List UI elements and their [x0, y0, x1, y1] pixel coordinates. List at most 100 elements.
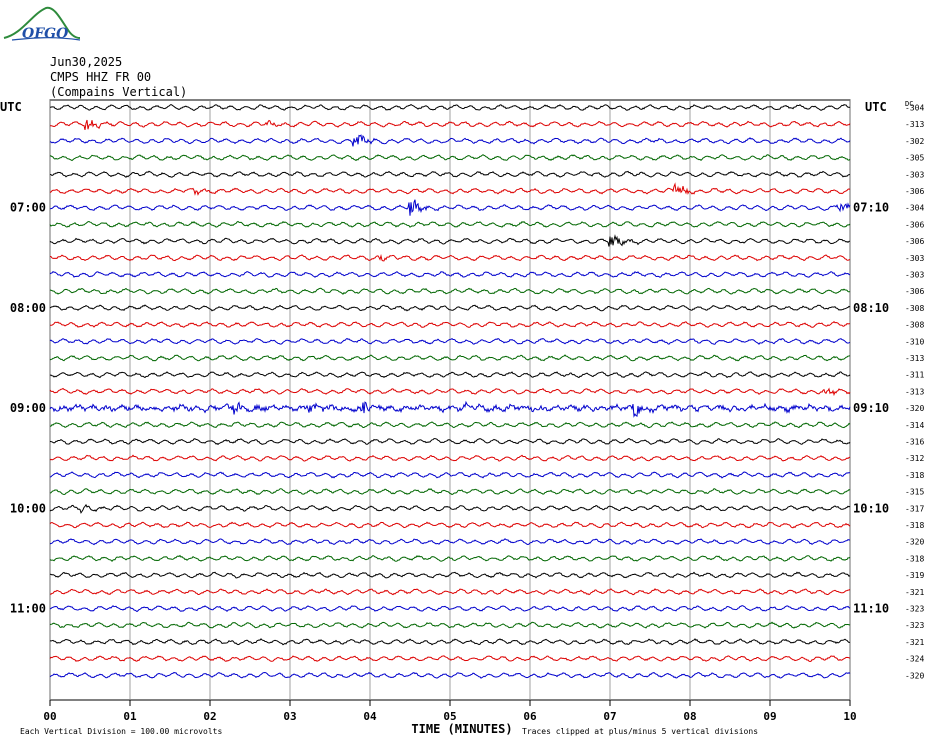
trace-line — [49, 119, 851, 131]
trace-line — [49, 638, 851, 646]
dc-offset-label: -312 — [905, 454, 924, 463]
trace-line — [49, 371, 851, 379]
trace-line — [49, 287, 851, 295]
dc-offset-label: -319 — [905, 571, 924, 580]
dc-offset-label: -323 — [905, 605, 924, 614]
dc-offset-label: -305 — [905, 154, 924, 163]
trace-line — [49, 387, 851, 397]
x-tick-label: 07 — [603, 710, 616, 723]
x-tick-label: 06 — [523, 710, 537, 723]
dc-offset-label: -308 — [905, 304, 924, 313]
trace-group — [49, 104, 851, 679]
trace-line — [49, 671, 851, 679]
dc-offset-label: -324 — [905, 655, 924, 664]
trace-line — [49, 605, 851, 613]
logo-text: OFGO — [22, 26, 69, 42]
x-tick-label: 05 — [443, 710, 456, 723]
dc-offset-label: -304 — [905, 204, 924, 213]
ofgo-logo — [2, 4, 82, 48]
trace-line — [49, 588, 851, 596]
trace-line — [50, 321, 851, 328]
dc-offset-label: -311 — [905, 371, 924, 380]
dc-label: DC — [905, 100, 913, 108]
trace-line — [49, 471, 851, 479]
left-hour-label: 10:00 — [10, 501, 46, 515]
trace-line — [49, 400, 851, 418]
right-hour-label: 07:10 — [853, 201, 889, 215]
dc-offset-label: -306 — [905, 220, 924, 229]
dc-offset-label: -323 — [905, 621, 924, 630]
header-date: Jun30,2025 — [50, 55, 123, 69]
right-hour-label: 08:10 — [853, 301, 889, 315]
left-hour-label: 11:00 — [10, 602, 46, 616]
dc-offset-label: -313 — [905, 354, 924, 363]
trace-line — [49, 199, 851, 216]
right-hour-label: 09:10 — [853, 401, 889, 415]
dc-offset-label: -321 — [905, 638, 924, 647]
chart-grid — [49, 99, 851, 706]
right-hour-label: 10:10 — [853, 501, 889, 515]
dc-offset-label: -317 — [905, 504, 924, 513]
dc-offset-label: -318 — [905, 521, 924, 530]
dc-offset-label: -320 — [905, 538, 924, 547]
dc-offset-label: -315 — [905, 488, 924, 497]
right-hour-label: 11:10 — [853, 602, 889, 616]
x-tick-label: 02 — [203, 710, 216, 723]
label-group: 00 01 02 03 04 05 06 07 08 09 10 -304 -313 -302 -305 -3… — [0, 100, 924, 736]
trace-line — [49, 454, 851, 462]
x-tick-label: 03 — [283, 710, 296, 723]
trace-line — [49, 488, 851, 496]
dc-offset-label: -321 — [905, 588, 924, 597]
x-tick-label: 04 — [363, 710, 377, 723]
x-tick-label: 00 — [43, 710, 56, 723]
trace-line — [49, 337, 851, 345]
dc-offset-label: -310 — [905, 337, 924, 346]
dc-offset-label: -313 — [905, 120, 924, 129]
left-utc-label: UTC — [0, 100, 22, 114]
trace-line — [49, 438, 851, 446]
trace-line — [49, 521, 851, 529]
left-hour-label: 08:00 — [10, 301, 46, 315]
dc-offset-label: -320 — [905, 404, 924, 413]
left-hour-label: 07:00 — [10, 201, 46, 215]
dc-offset-label: -303 — [905, 254, 924, 263]
x-tick-label: 10 — [843, 710, 856, 723]
trace-line — [49, 655, 851, 663]
header-location: (Compains Vertical) — [50, 85, 188, 99]
trace-line — [49, 154, 851, 162]
trace-line — [49, 270, 851, 278]
trace-line — [49, 170, 850, 178]
footer-left-note: Each Vertical Division = 100.00 microvol… — [20, 727, 222, 736]
trace-line — [49, 220, 851, 228]
dc-offset-label: -306 — [905, 237, 924, 246]
dc-offset-label: -320 — [905, 671, 924, 680]
trace-line — [49, 104, 851, 111]
trace-line — [49, 354, 851, 362]
dc-offset-label: -318 — [905, 554, 924, 563]
x-axis-title: TIME (MINUTES) — [411, 722, 512, 736]
dc-offset-label: -302 — [905, 137, 924, 146]
trace-line — [49, 234, 851, 247]
x-tick-label: 09 — [763, 710, 776, 723]
trace-line — [49, 538, 851, 546]
dc-offset-label: -306 — [905, 187, 924, 196]
trace-line — [49, 304, 851, 312]
trace-line — [49, 253, 851, 262]
trace-line — [49, 554, 851, 562]
footer-right-note: Traces clipped at plus/minus 5 vertical … — [522, 727, 758, 736]
dc-offset-label: -316 — [905, 438, 924, 447]
right-utc-label: UTC — [865, 100, 887, 114]
trace-line — [49, 421, 851, 429]
dc-offset-label: -318 — [905, 471, 924, 480]
x-tick-label: 01 — [123, 710, 137, 723]
trace-line — [49, 621, 851, 629]
header-station: CMPS HHZ FR 00 — [50, 70, 152, 84]
left-hour-label: 09:00 — [10, 401, 46, 415]
dc-offset-label: -304 — [905, 104, 924, 113]
dc-offset-label: -306 — [905, 287, 924, 296]
x-tick-label: 08 — [683, 710, 696, 723]
trace-line — [49, 134, 851, 147]
trace-line — [49, 571, 851, 579]
dc-offset-label: -313 — [905, 387, 924, 396]
